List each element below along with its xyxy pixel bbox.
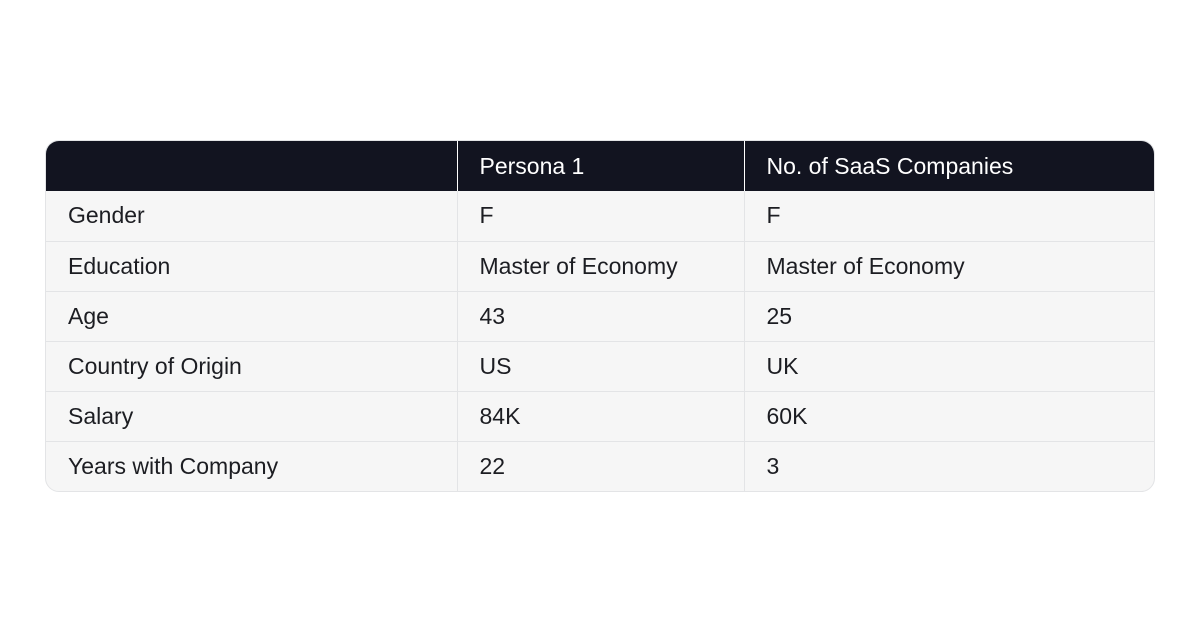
table-header-row: Persona 1 No. of SaaS Companies — [46, 141, 1154, 191]
header-cell-persona-1: Persona 1 — [456, 141, 744, 191]
saas-companies-cell: UK — [743, 340, 1154, 391]
table-row: Salary 84K 60K — [46, 390, 1154, 441]
header-cell-attribute — [46, 141, 457, 191]
saas-companies-cell: Master of Economy — [743, 240, 1154, 291]
persona-1-cell: 22 — [456, 440, 744, 491]
persona-table-container: Persona 1 No. of SaaS Companies Gender F… — [45, 140, 1155, 492]
row-label-cell: Age — [46, 290, 457, 341]
persona-1-cell: F — [456, 191, 744, 241]
saas-companies-cell: 60K — [743, 390, 1154, 441]
persona-1-cell: Master of Economy — [456, 240, 744, 291]
saas-companies-cell: F — [743, 191, 1154, 241]
row-label-cell: Gender — [68, 202, 145, 229]
saas-companies-cell: 3 — [743, 440, 1154, 491]
saas-companies-cell: 25 — [743, 290, 1154, 341]
table-row: Country of Origin US UK — [46, 340, 1154, 391]
header-cell-saas-companies: No. of SaaS Companies — [743, 141, 1154, 191]
row-label-cell: Years with Company — [46, 440, 457, 491]
row-label-cell: Education — [46, 240, 457, 291]
table-row: Gender F F — [46, 191, 1154, 241]
persona-1-cell: US — [456, 340, 744, 391]
table-row: Years with Company 22 3 — [46, 440, 1154, 491]
table-row: Age 43 25 — [46, 290, 1154, 341]
table-row: Education Master of Economy Master of Ec… — [46, 240, 1154, 291]
row-label-cell: Salary — [46, 390, 457, 441]
persona-1-cell: 43 — [456, 290, 744, 341]
persona-comparison-table: Persona 1 No. of SaaS Companies Gender F… — [46, 141, 1154, 491]
row-label-cell: Country of Origin — [46, 340, 457, 391]
persona-1-cell: 84K — [456, 390, 744, 441]
